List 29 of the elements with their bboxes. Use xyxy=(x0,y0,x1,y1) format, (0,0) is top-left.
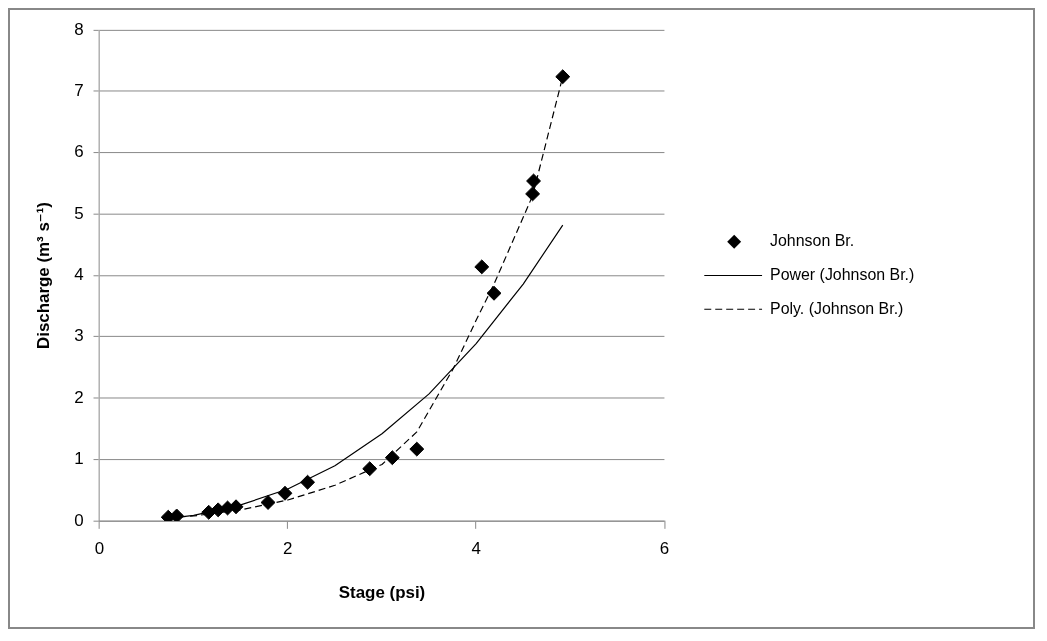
x-tick-label: 0 xyxy=(94,538,105,558)
point xyxy=(277,485,293,501)
y-tick-label: 7 xyxy=(74,81,84,101)
legend-label: Power (Johnson Br.) xyxy=(770,265,915,283)
x-axis-title: Stage (psi) xyxy=(338,582,426,602)
point xyxy=(474,259,490,275)
y-tick-label: 3 xyxy=(74,326,84,346)
point xyxy=(384,450,400,466)
x-tick-label: 6 xyxy=(659,538,670,558)
point xyxy=(362,461,378,477)
y-tick-label: 8 xyxy=(74,19,84,39)
point xyxy=(525,186,541,202)
y-tick-label: 6 xyxy=(74,142,84,162)
point xyxy=(409,441,425,457)
x-tick-label: 2 xyxy=(283,538,293,558)
point xyxy=(486,285,502,301)
y-tick-label: 5 xyxy=(74,203,84,223)
y-tick-label: 0 xyxy=(74,510,84,530)
y-axis-title: Discharge (m³ s⁻¹) xyxy=(33,202,53,349)
y-tick-label: 4 xyxy=(74,265,84,285)
x-tick-label: 4 xyxy=(471,538,481,558)
legend-label: Poly. (Johnson Br.) xyxy=(770,299,904,317)
point xyxy=(260,495,276,510)
point xyxy=(555,69,571,85)
point xyxy=(526,173,542,189)
y-tick-label: 2 xyxy=(74,387,84,407)
y-tick-label: 1 xyxy=(74,449,84,469)
legend-label: Johnson Br. xyxy=(770,232,855,250)
point xyxy=(300,474,316,490)
